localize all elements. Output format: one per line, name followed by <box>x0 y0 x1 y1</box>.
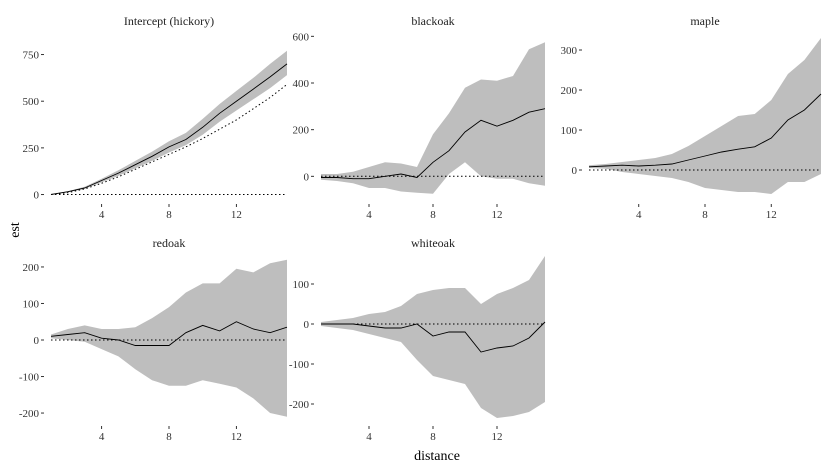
x-tick-label: 12 <box>492 431 503 443</box>
x-axis-title: distance <box>414 449 460 464</box>
confidence-band <box>321 256 545 418</box>
y-tick-label: 0 <box>304 319 310 331</box>
estimate-line <box>321 321 546 353</box>
y-tick-label: 0 <box>34 190 40 202</box>
x-tick-label: 4 <box>99 431 105 443</box>
y-tick-label: -100 <box>19 372 40 384</box>
estimate-line <box>50 63 288 195</box>
y-tick-label: 200 <box>293 125 310 137</box>
y-tick-label: 500 <box>23 96 40 108</box>
x-tick-label: 12 <box>231 431 242 443</box>
confidence-band <box>51 50 287 195</box>
panel-4: redoak 4 8 12 -200 -100 0 100 200 <box>19 236 288 443</box>
panel-1: Intercept (hickory) 4 8 12 0 250 500 750 <box>23 14 288 221</box>
y-tick-label: -200 <box>289 399 310 411</box>
x-tick-label: 8 <box>702 209 708 221</box>
panel-3: maple 4 8 12 0 100 200 300 <box>561 14 822 221</box>
panel-grid: Intercept (hickory) 4 8 12 0 250 500 750 blackoa… <box>19 14 822 443</box>
y-tick-label: 100 <box>293 279 310 291</box>
x-tick-label: 8 <box>166 431 172 443</box>
x-tick-label: 8 <box>430 209 436 221</box>
panel-5: whiteoak 4 8 12 -200 -100 0 100 <box>289 236 546 443</box>
panel-title: blackoak <box>411 14 454 28</box>
y-tick-label: 0 <box>34 335 40 347</box>
x-tick-label: 4 <box>366 209 372 221</box>
panel-title: whiteoak <box>411 236 455 250</box>
panel-title: Intercept (hickory) <box>124 14 214 28</box>
estimate-line <box>588 93 822 168</box>
x-tick-label: 8 <box>430 431 436 443</box>
y-tick-label: 0 <box>572 165 578 177</box>
panel-title: maple <box>690 14 719 28</box>
x-tick-label: 12 <box>766 209 777 221</box>
y-tick-label: 300 <box>561 45 578 57</box>
y-tick-label: 0 <box>304 171 310 183</box>
y-axis-title: est <box>8 222 23 238</box>
confidence-band <box>589 38 821 194</box>
x-tick-label: 4 <box>636 209 642 221</box>
estimate-line <box>50 321 288 346</box>
x-tick-label: 8 <box>166 209 172 221</box>
x-tick-label: 12 <box>231 209 242 221</box>
panel-2: blackoak 4 8 12 0 200 400 600 <box>293 14 546 221</box>
y-tick-label: 100 <box>23 298 40 310</box>
confidence-band <box>321 42 545 194</box>
x-tick-label: 4 <box>366 431 372 443</box>
y-tick-label: 600 <box>293 31 310 43</box>
y-tick-label: 400 <box>293 78 310 90</box>
confidence-band <box>51 259 287 417</box>
estimate-line <box>321 108 546 180</box>
x-tick-label: 4 <box>99 209 105 221</box>
y-tick-label: -100 <box>289 359 310 371</box>
reference-curve <box>50 84 288 195</box>
y-tick-label: 200 <box>23 262 40 274</box>
y-tick-label: 250 <box>23 143 40 155</box>
panel-title: redoak <box>153 236 186 250</box>
y-tick-label: 750 <box>23 50 40 62</box>
x-tick-label: 12 <box>492 209 503 221</box>
y-tick-label: 200 <box>561 85 578 97</box>
y-tick-label: -200 <box>19 408 40 420</box>
y-tick-label: 100 <box>561 125 578 137</box>
